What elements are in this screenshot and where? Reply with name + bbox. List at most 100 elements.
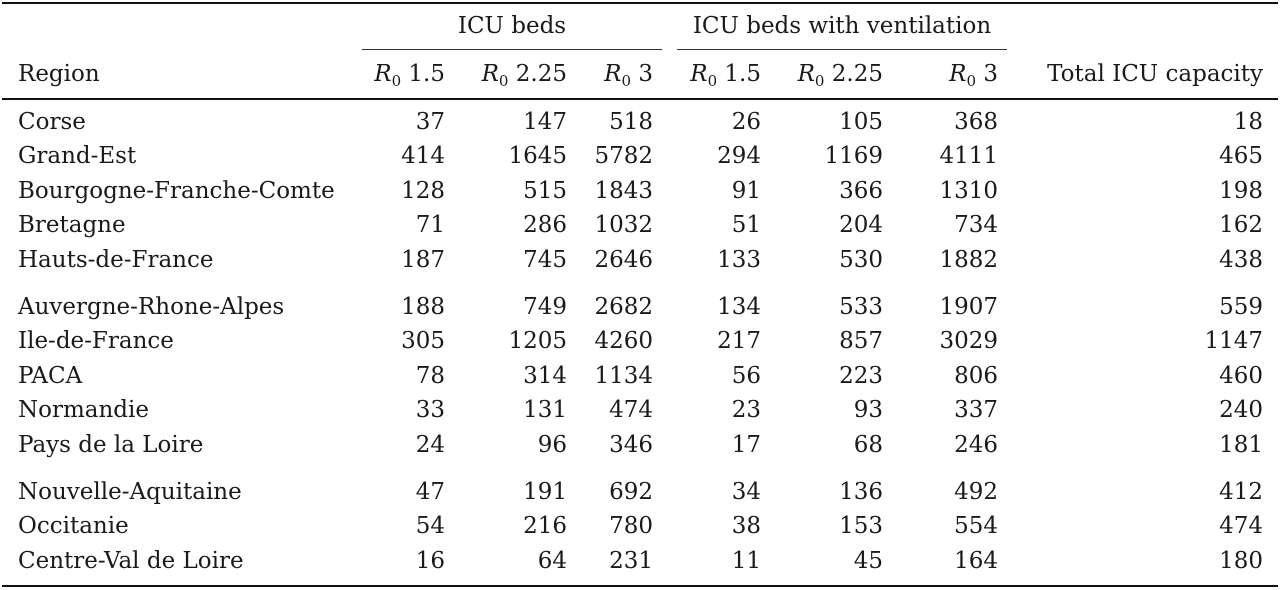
value-cell: 518 — [609, 109, 653, 135]
value-cell: 78 — [415, 362, 445, 389]
value-cell: 136 — [839, 479, 883, 505]
value-cell: 54 — [415, 513, 445, 540]
value-cell: 34 — [731, 479, 761, 505]
value-cell: 692 — [609, 479, 653, 505]
r-subscript: 0 — [707, 72, 718, 90]
value-cell: 164 — [954, 547, 998, 574]
r-subscript: 0 — [621, 72, 632, 90]
bottom-rule — [2, 585, 1278, 587]
total-capacity-cell: 559 — [1219, 294, 1263, 320]
value-cell: 47 — [415, 479, 445, 505]
value-cell: 530 — [839, 246, 883, 273]
total-capacity-cell: 412 — [1219, 479, 1263, 505]
r-value: 2.25 — [831, 61, 883, 87]
value-cell: 246 — [954, 431, 998, 458]
value-cell: 305 — [401, 328, 445, 355]
value-cell: 131 — [523, 397, 567, 424]
value-cell: 515 — [523, 177, 567, 204]
r-value: 1.5 — [408, 61, 445, 87]
r-subscript: 0 — [814, 72, 825, 90]
total-capacity-cell: 465 — [1219, 143, 1263, 170]
total-capacity-cell: 474 — [1219, 513, 1263, 540]
value-cell: 128 — [401, 177, 445, 204]
value-cell: 1205 — [508, 328, 567, 355]
region-cell: Ile-de-France — [18, 328, 174, 355]
value-cell: 337 — [954, 397, 998, 424]
region-cell: Centre-Val de Loire — [18, 547, 244, 574]
value-cell: 734 — [954, 212, 998, 239]
value-cell: 223 — [839, 362, 883, 389]
r-value: 1.5 — [724, 61, 761, 87]
column-header-r0: R0 1.5 — [285, 57, 445, 93]
value-cell: 745 — [523, 246, 567, 273]
header-rule — [2, 98, 1278, 100]
value-cell: 216 — [523, 513, 567, 540]
value-cell: 133 — [717, 246, 761, 273]
value-cell: 38 — [731, 513, 761, 540]
group-header-icu-beds: ICU beds — [457, 13, 567, 39]
column-header-r0: R0 2.25 — [407, 57, 567, 93]
total-capacity-cell: 198 — [1219, 177, 1263, 204]
r-symbol: R — [374, 61, 392, 87]
value-cell: 204 — [839, 212, 883, 239]
value-cell: 2646 — [594, 246, 653, 273]
value-cell: 37 — [415, 109, 445, 135]
r-symbol: R — [797, 61, 815, 87]
column-header-r0: R0 1.5 — [601, 57, 761, 93]
total-capacity-cell: 460 — [1219, 362, 1263, 389]
value-cell: 474 — [609, 397, 653, 424]
r-value: 2.25 — [515, 61, 567, 87]
value-cell: 45 — [853, 547, 883, 574]
r-symbol: R — [481, 61, 499, 87]
value-cell: 11 — [731, 547, 761, 574]
region-cell: Bourgogne-Franche-Comte — [18, 177, 335, 204]
region-cell: Pays de la Loire — [18, 431, 204, 458]
r-subscript: 0 — [966, 72, 977, 90]
r-subscript: 0 — [498, 72, 509, 90]
value-cell: 217 — [717, 328, 761, 355]
total-capacity-cell: 438 — [1219, 246, 1263, 273]
value-cell: 191 — [523, 479, 567, 505]
column-header-r0: R0 3 — [493, 57, 653, 93]
value-cell: 314 — [523, 362, 567, 389]
value-cell: 414 — [401, 143, 445, 170]
value-cell: 2682 — [594, 294, 653, 320]
value-cell: 51 — [731, 212, 761, 239]
value-cell: 368 — [954, 109, 998, 135]
r-subscript: 0 — [391, 72, 402, 90]
value-cell: 153 — [839, 513, 883, 540]
total-capacity-cell: 162 — [1219, 212, 1263, 239]
group-header-icu-ventilation: ICU beds with ventilation — [692, 13, 992, 39]
value-cell: 68 — [853, 431, 883, 458]
value-cell: 346 — [609, 431, 653, 458]
value-cell: 26 — [731, 109, 761, 135]
value-cell: 1843 — [594, 177, 653, 204]
r-value: 3 — [638, 61, 653, 87]
region-cell: Nouvelle-Aquitaine — [18, 479, 242, 505]
value-cell: 1882 — [939, 246, 998, 273]
group-rule-icu-beds — [362, 49, 662, 50]
value-cell: 56 — [731, 362, 761, 389]
column-header-total: Total ICU capacity — [1047, 61, 1263, 87]
value-cell: 17 — [731, 431, 761, 458]
r-symbol: R — [949, 61, 967, 87]
value-cell: 857 — [839, 328, 883, 355]
total-capacity-cell: 181 — [1219, 431, 1263, 458]
value-cell: 366 — [839, 177, 883, 204]
value-cell: 231 — [609, 547, 653, 574]
region-cell: Occitanie — [18, 513, 129, 540]
value-cell: 1310 — [939, 177, 998, 204]
column-header-r0: R0 2.25 — [723, 57, 883, 93]
value-cell: 294 — [717, 143, 761, 170]
value-cell: 23 — [731, 397, 761, 424]
value-cell: 1907 — [939, 294, 998, 320]
value-cell: 1134 — [594, 362, 653, 389]
region-cell: Hauts-de-France — [18, 246, 214, 273]
region-cell: Corse — [18, 109, 86, 135]
value-cell: 749 — [523, 294, 567, 320]
top-rule — [2, 2, 1278, 4]
column-header-region: Region — [18, 61, 100, 87]
value-cell: 533 — [839, 294, 883, 320]
total-capacity-cell: 240 — [1219, 397, 1263, 424]
